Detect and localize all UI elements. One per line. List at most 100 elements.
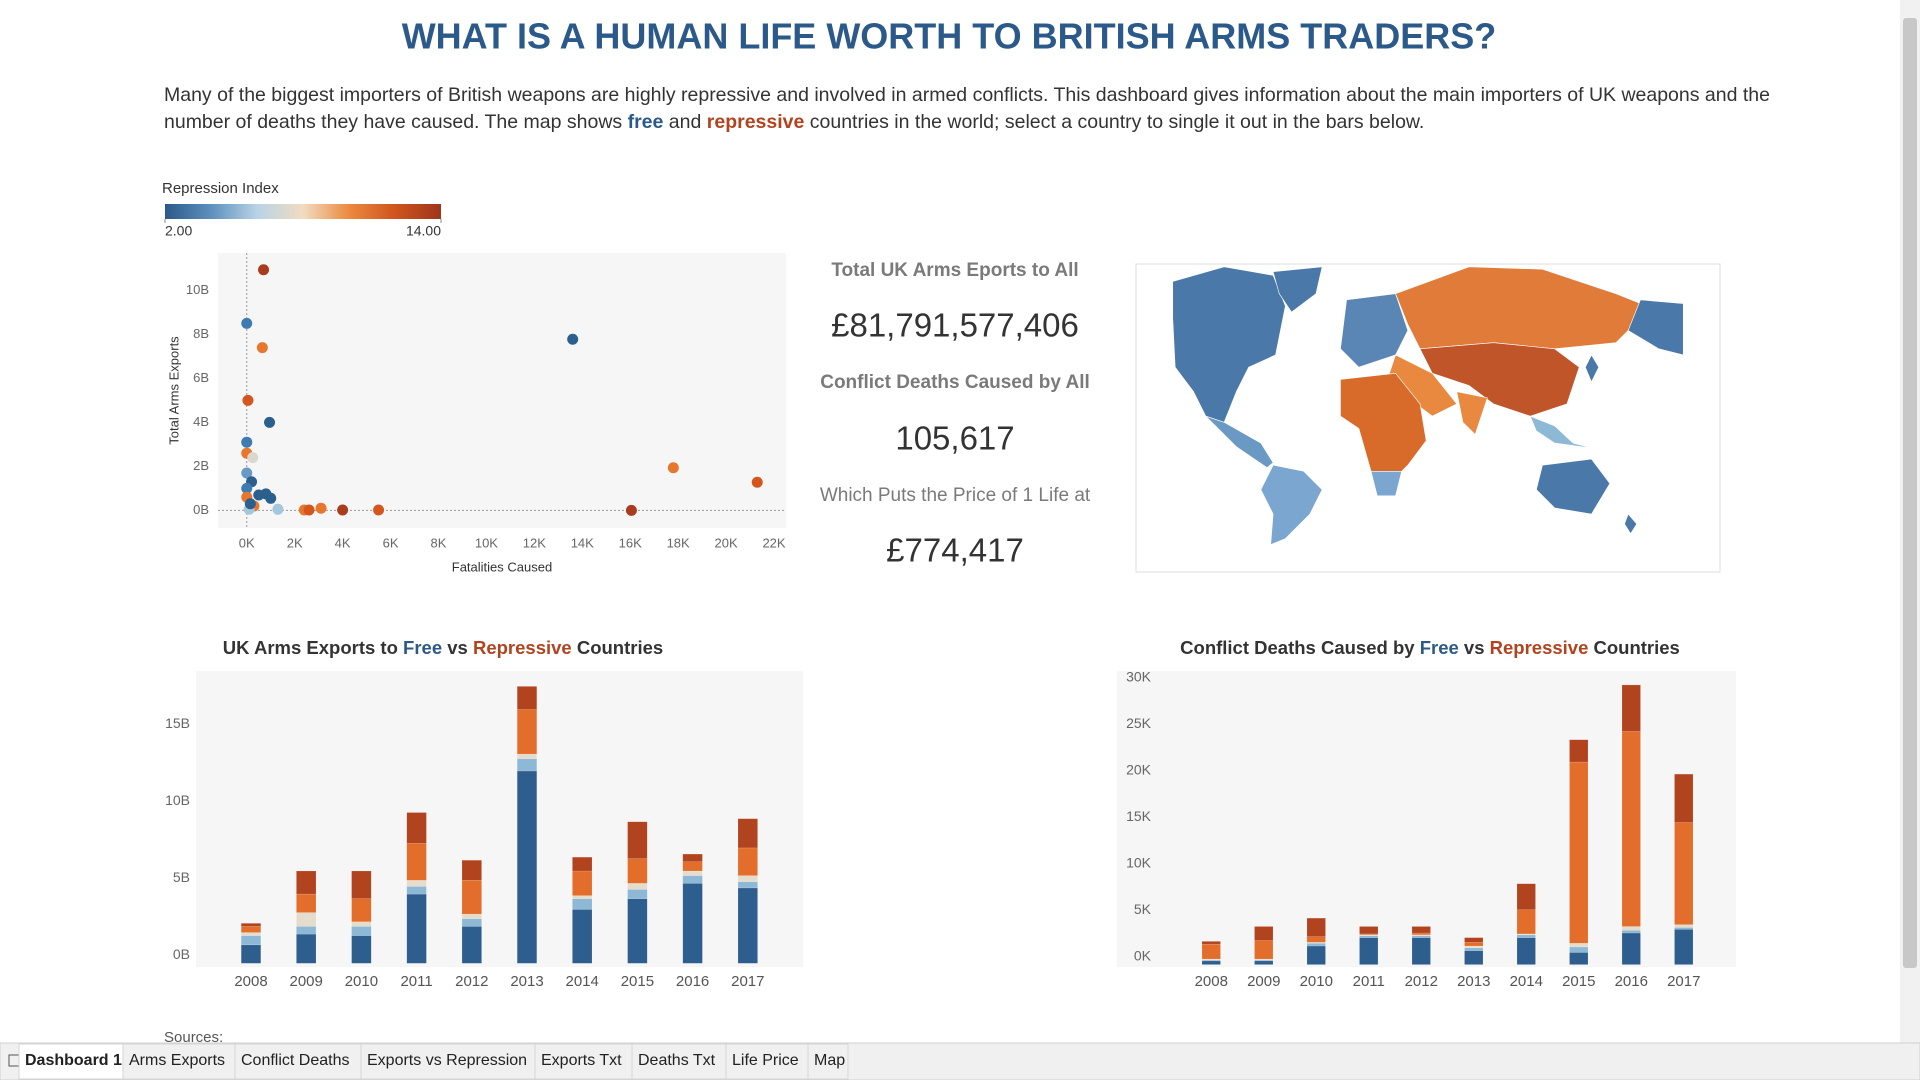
bar-segment	[351, 935, 372, 964]
x-tick-label: 2017	[731, 973, 764, 990]
bar-segment	[461, 918, 482, 927]
bar-segment	[296, 933, 317, 964]
title-part: vs	[447, 637, 468, 658]
bar-segment	[351, 926, 372, 936]
scatter-point	[303, 504, 315, 516]
description-part: repressive	[707, 111, 805, 133]
scatter-point	[337, 504, 349, 516]
tab-label[interactable]: Arms Exports	[129, 1052, 225, 1069]
x-tick-label: 0K	[239, 535, 255, 550]
scatter-point	[264, 416, 276, 428]
tab-label[interactable]: Life Price	[732, 1052, 799, 1069]
bar-segment	[1569, 942, 1589, 948]
tab-label[interactable]: Exports Txt	[541, 1052, 622, 1069]
bar-segment	[1464, 950, 1484, 965]
title-part: vs	[1464, 637, 1485, 658]
title-part: Free	[403, 637, 442, 658]
tab[interactable]	[360, 1043, 536, 1080]
bar-segment	[1674, 929, 1694, 965]
scatter-point	[256, 342, 268, 354]
x-tick-label: 12K	[523, 535, 546, 550]
y-tick-label: 0B	[173, 946, 190, 962]
bar-segment	[1359, 926, 1379, 935]
y-tick-label: 6B	[193, 370, 209, 385]
tab[interactable]	[534, 1043, 633, 1080]
bar-segment	[1359, 935, 1379, 938]
tab[interactable]	[807, 1043, 849, 1080]
bar-segment	[1306, 917, 1326, 937]
bar-segment	[240, 932, 262, 936]
x-axis-label: Fatalities Caused	[452, 559, 552, 574]
y-tick-label: 15B	[165, 715, 190, 731]
bar-segment	[1464, 942, 1484, 947]
tab-label[interactable]: Exports vs Repression	[367, 1052, 527, 1069]
tabs: Dashboard 1 Arms Exports Conflict Deaths Ex…	[8, 1043, 849, 1080]
bar-segment	[1464, 945, 1484, 949]
bar-segment	[572, 898, 593, 910]
x-tick-label: 18K	[667, 535, 690, 550]
bar-segment	[1411, 932, 1431, 936]
bar-segment	[1306, 945, 1326, 965]
scatter-point	[265, 492, 277, 504]
tab[interactable]	[631, 1043, 727, 1080]
bar-segment	[296, 926, 317, 935]
bar-segment	[1254, 926, 1274, 941]
bar-segment	[1201, 943, 1221, 960]
middle-east	[1389, 354, 1458, 417]
bar-segment	[461, 879, 482, 915]
bar-segment	[682, 870, 703, 876]
scatter-point	[567, 333, 579, 345]
x-tick-label: 10K	[475, 535, 498, 550]
bar-segment	[516, 709, 538, 755]
description-part: and	[669, 111, 702, 133]
tab-label[interactable]: Deaths Txt	[638, 1052, 716, 1069]
title-part: UK Arms Exports to	[223, 637, 398, 658]
scatter-point	[241, 482, 253, 494]
tab-label[interactable]: Dashboard 1	[25, 1052, 122, 1069]
bar-segment	[682, 883, 703, 964]
bar-segment	[461, 926, 482, 964]
scrollbar-thumb[interactable]	[1903, 18, 1917, 968]
x-tick-label: 2010	[345, 973, 378, 990]
bar-segment	[627, 883, 648, 890]
tab[interactable]	[725, 1043, 809, 1080]
bar-segment	[1359, 937, 1379, 965]
x-tick-label: 2017	[1667, 973, 1700, 990]
x-tick-label: 2013	[510, 973, 543, 990]
bar-segment	[572, 909, 593, 964]
x-tick-label: 2015	[621, 973, 654, 990]
bar-segment	[737, 881, 758, 889]
world-map	[1172, 266, 1684, 546]
y-tick-label: 4B	[193, 414, 209, 429]
bar-segment	[1569, 946, 1589, 953]
tab-label[interactable]: Map	[814, 1052, 845, 1069]
bar-segment	[1621, 932, 1641, 965]
bar-segment	[1411, 937, 1431, 965]
countries	[1172, 266, 1684, 546]
scatter-point	[751, 476, 763, 488]
bar-segment	[1621, 731, 1641, 927]
plot-background	[218, 253, 786, 528]
bar-segment	[1516, 937, 1536, 965]
bar-segment	[1569, 761, 1589, 944]
bar-segment	[296, 893, 317, 913]
bar-segment	[240, 935, 262, 946]
bar-segment	[1411, 935, 1431, 938]
bar-segment	[1306, 942, 1326, 947]
bar-segment	[1464, 937, 1484, 943]
title-part: Free	[1420, 637, 1459, 658]
china	[1419, 342, 1580, 417]
bar-segment	[1569, 952, 1589, 965]
africa	[1340, 372, 1427, 472]
scatter-point	[241, 467, 253, 479]
y-tick-label: 5K	[1134, 901, 1152, 917]
x-tick-label: 2014	[1510, 973, 1543, 990]
south-east-asia	[1529, 415, 1592, 449]
bar-segment	[627, 898, 648, 964]
bar-segment	[461, 859, 482, 881]
tab-label[interactable]: Conflict Deaths	[241, 1052, 350, 1069]
tab[interactable]	[234, 1043, 362, 1080]
x-tick-label: 16K	[619, 535, 642, 550]
tab[interactable]	[18, 1043, 124, 1080]
bar-segment	[516, 753, 538, 759]
